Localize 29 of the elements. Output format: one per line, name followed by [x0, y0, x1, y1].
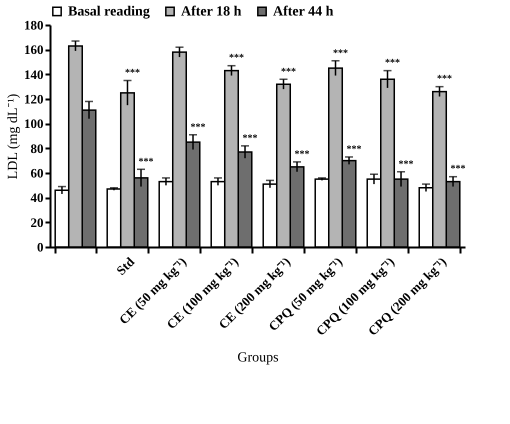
y-tick-label: 160 [24, 42, 44, 58]
y-tick-label: 140 [24, 66, 44, 82]
y-tick-label: 80 [30, 140, 44, 156]
annotation: *** [346, 144, 362, 155]
annotation: *** [281, 66, 296, 78]
annotation: *** [294, 148, 310, 160]
annotation: *** [242, 132, 258, 144]
x-tick-label: Std [113, 254, 138, 278]
annotation: *** [385, 58, 400, 69]
y-tick-label: 20 [30, 214, 44, 230]
y-tick-label: 60 [30, 166, 44, 180]
y-tick-label: 180 [24, 18, 44, 32]
y-tick-label: 120 [24, 92, 44, 106]
legend-label: After 18 h [181, 4, 242, 20]
annotation: *** [138, 156, 154, 168]
annotation: *** [450, 164, 466, 175]
annotation: *** [228, 52, 244, 64]
annotation: *** [398, 158, 414, 170]
x-axis-title: Groups [237, 350, 279, 366]
y-tick-label: 40 [30, 190, 44, 206]
annotation: *** [190, 122, 206, 133]
annotation: *** [124, 68, 140, 78]
legend-label: Basal reading [68, 4, 150, 20]
y-tick-label: 100 [24, 116, 44, 132]
annotation: *** [333, 48, 348, 59]
legend-label: After 44 h [273, 4, 334, 20]
y-tick-label: 0 [37, 240, 44, 254]
y-axis-title: LDL (mg dL⁻¹) [6, 93, 21, 180]
annotation: *** [437, 74, 452, 85]
